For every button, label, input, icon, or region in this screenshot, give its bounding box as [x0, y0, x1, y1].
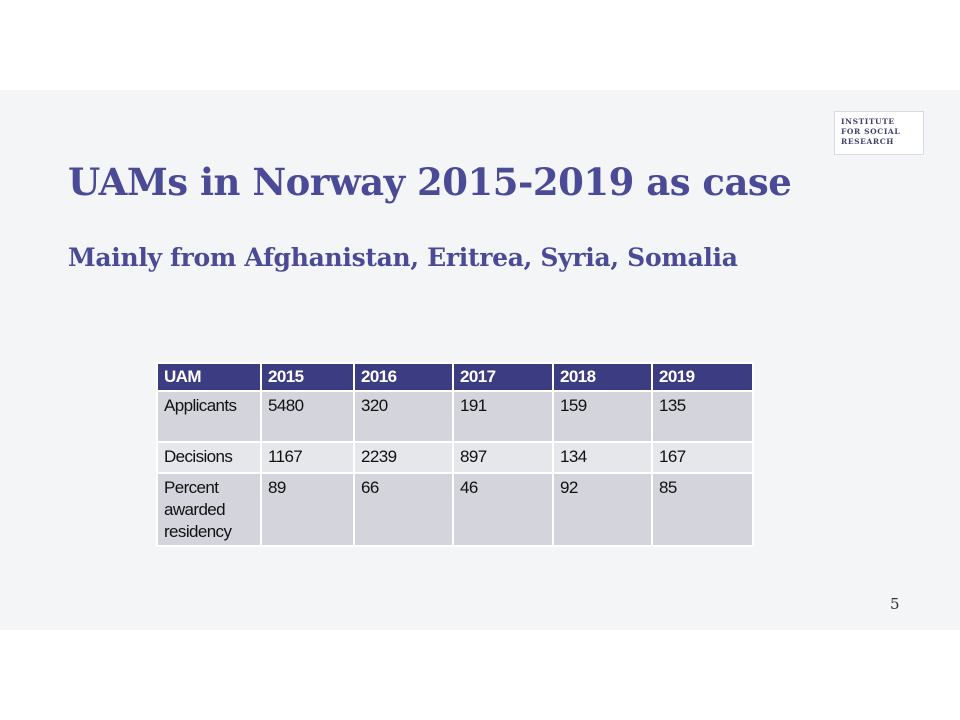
table-cell: 46 — [452, 472, 554, 547]
table-cell: 89 — [260, 472, 355, 547]
slide: INSTITUTE FOR SOCIAL RESEARCH UAMs in No… — [0, 90, 960, 630]
logo-line: RESEARCH — [841, 137, 894, 146]
institute-logo: INSTITUTE FOR SOCIAL RESEARCH — [834, 111, 924, 155]
row-label: Applicants — [156, 390, 262, 443]
table-row: Applicants 5480 320 191 159 135 — [156, 390, 754, 443]
table-cell: 2239 — [353, 441, 454, 474]
table-cell: 167 — [651, 441, 754, 474]
uam-table: UAM 2015 2016 2017 2018 2019 Applicants … — [156, 362, 754, 547]
table-cell: 159 — [552, 390, 653, 443]
table-row: Decisions 1167 2239 897 134 167 — [156, 441, 754, 474]
slide-title: UAMs in Norway 2015-2019 as case — [68, 160, 792, 204]
header-cell: 2019 — [651, 362, 754, 392]
header-cell: 2016 — [353, 362, 454, 392]
row-label: Percent awarded residency — [156, 472, 262, 547]
table-cell: 1167 — [260, 441, 355, 474]
table-cell: 85 — [651, 472, 754, 547]
logo-line: INSTITUTE — [841, 117, 895, 126]
table-cell: 191 — [452, 390, 554, 443]
table-cell: 5480 — [260, 390, 355, 443]
page-number: 5 — [890, 595, 900, 613]
header-cell: 2018 — [552, 362, 653, 392]
table-header-row: UAM 2015 2016 2017 2018 2019 — [156, 362, 754, 392]
table-cell: 92 — [552, 472, 653, 547]
header-cell: 2017 — [452, 362, 554, 392]
table-cell: 320 — [353, 390, 454, 443]
logo-line: FOR SOCIAL — [841, 127, 901, 136]
table-cell: 134 — [552, 441, 653, 474]
table-cell: 66 — [353, 472, 454, 547]
header-cell: 2015 — [260, 362, 355, 392]
slide-subtitle: Mainly from Afghanistan, Eritrea, Syria,… — [68, 243, 738, 272]
row-label: Decisions — [156, 441, 262, 474]
table-cell: 897 — [452, 441, 554, 474]
table-row: Percent awarded residency 89 66 46 92 85 — [156, 472, 754, 547]
header-cell: UAM — [156, 362, 262, 392]
table-cell: 135 — [651, 390, 754, 443]
